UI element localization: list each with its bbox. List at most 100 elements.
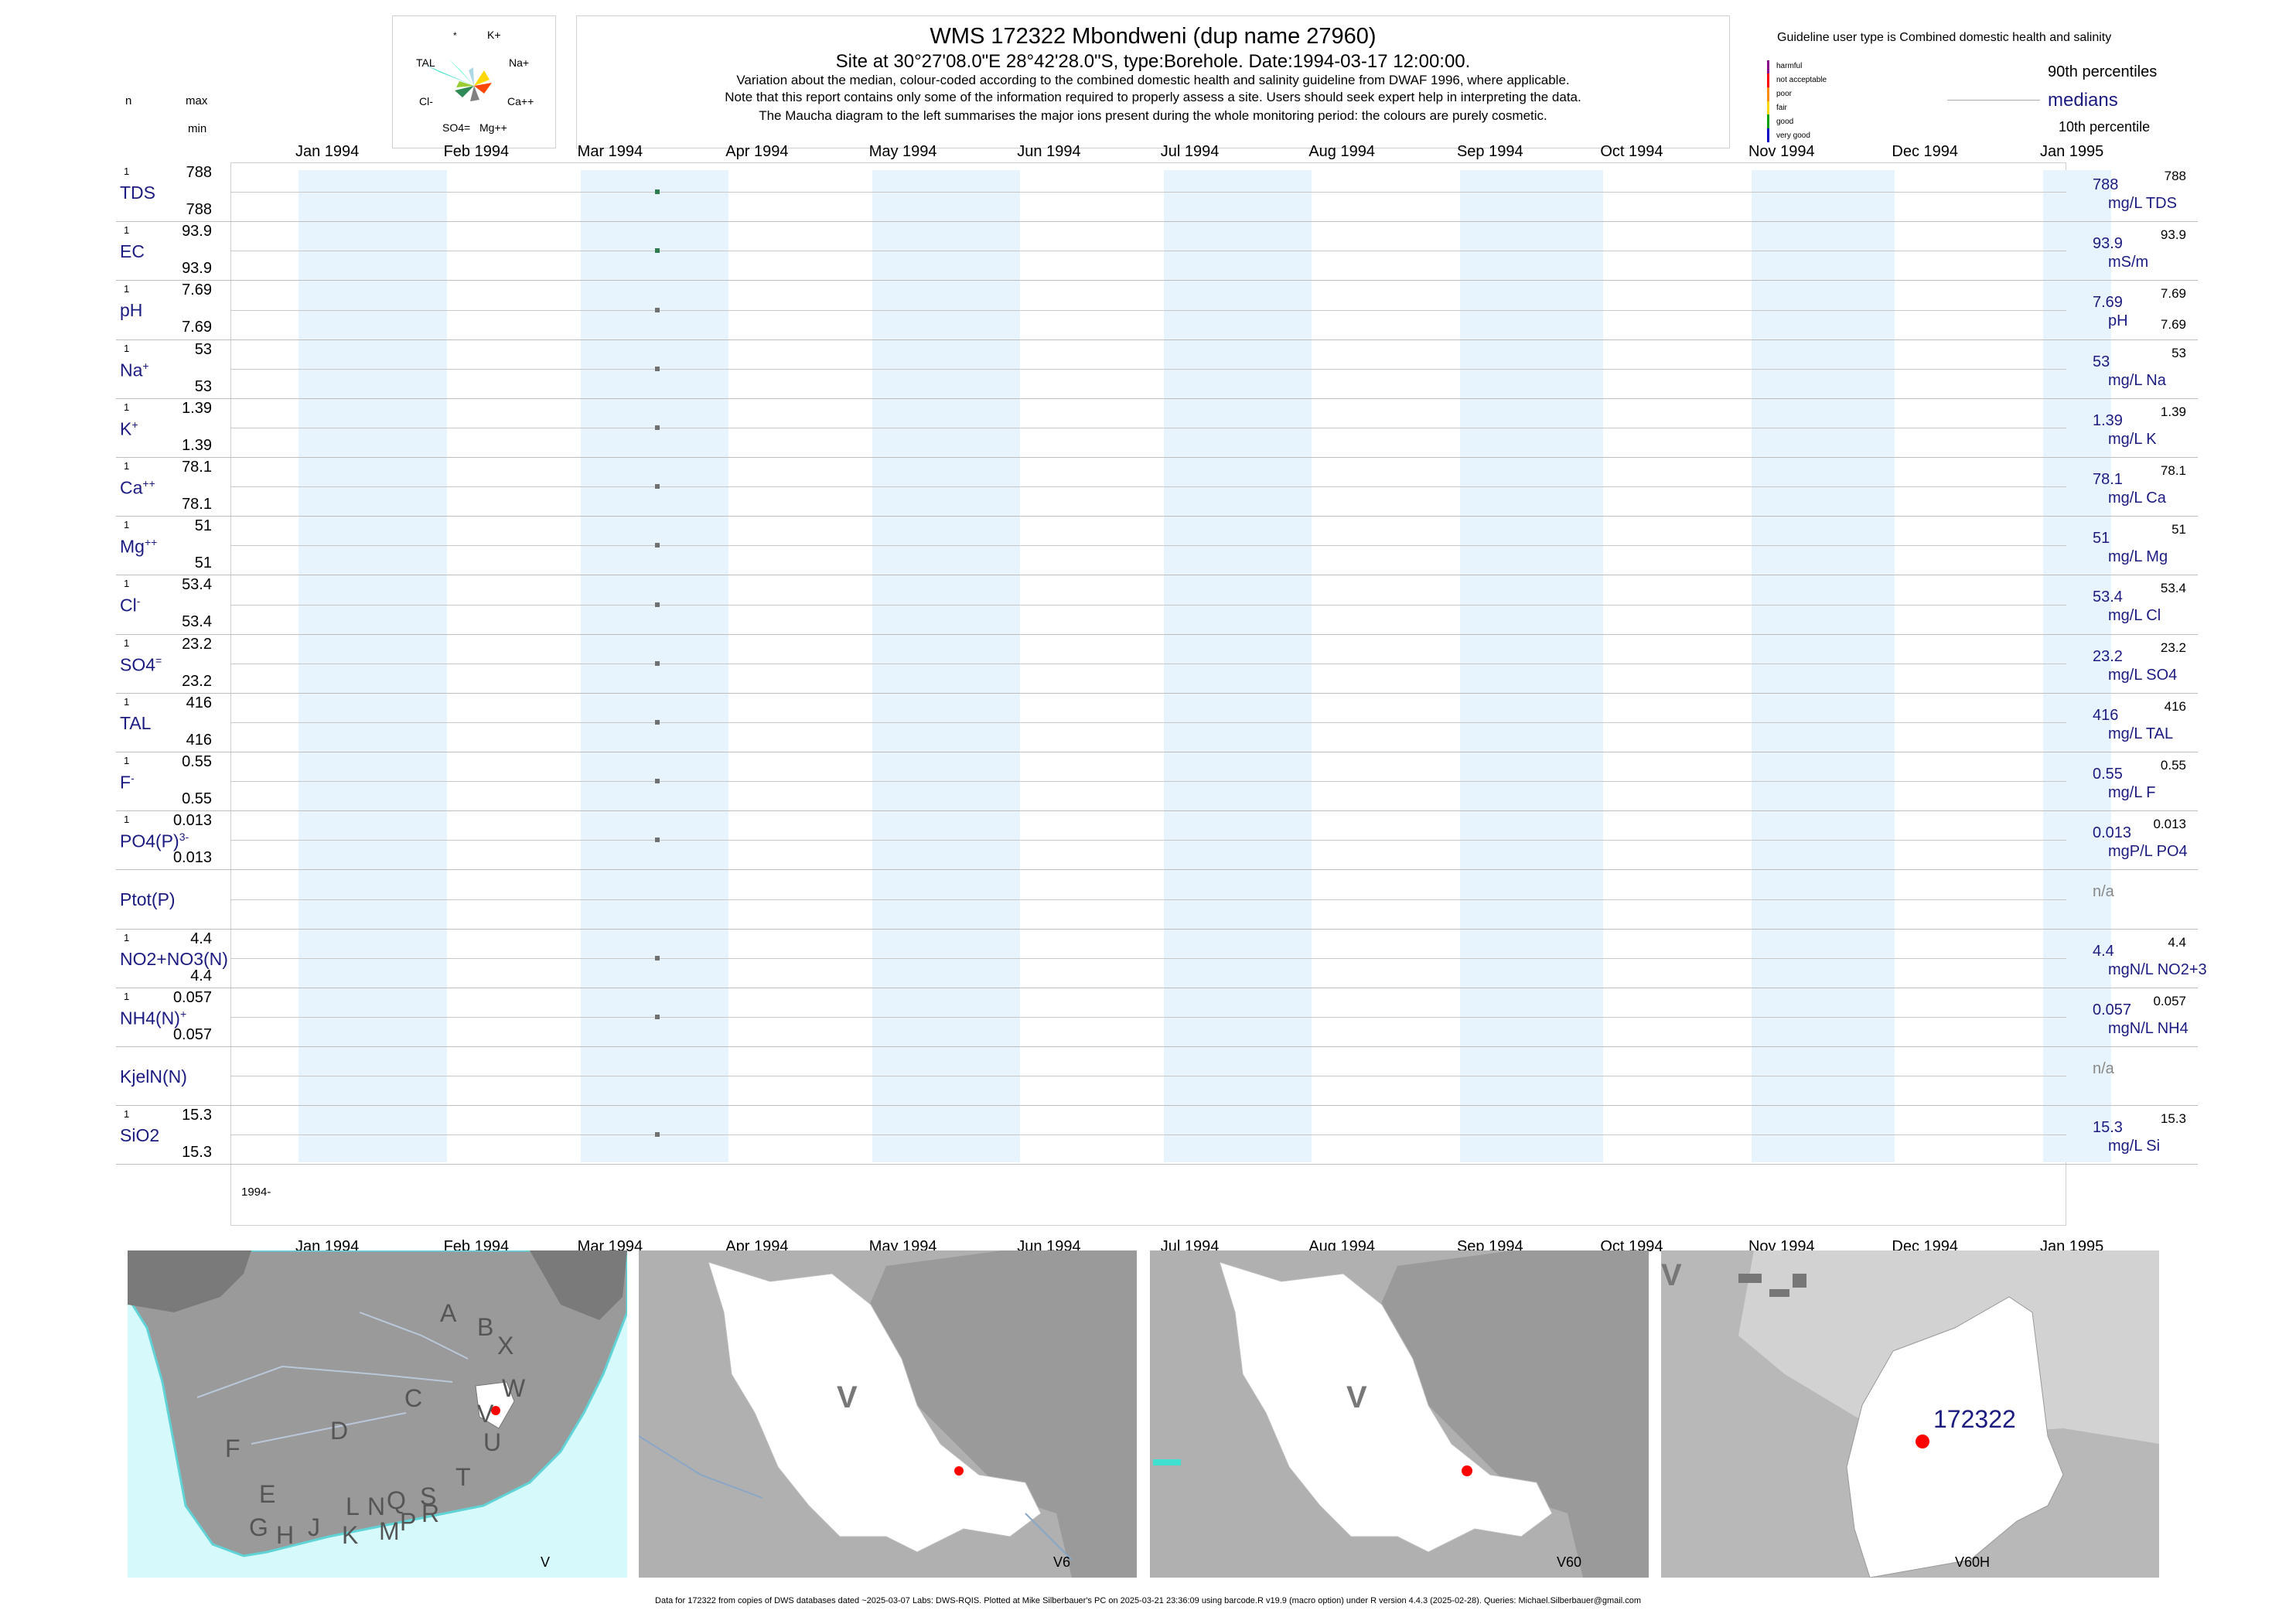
p90-value: 53.4 [2160,581,2186,596]
p90-value: 7.69 [2160,286,2186,302]
max-value: 4.4 [190,930,212,947]
map-tertiary-catchment: V V60 [1150,1250,1649,1578]
median-value: 416 [2093,706,2119,724]
data-point [654,248,660,254]
min-value: 51 [194,554,212,572]
unit-label: mg/L F [2108,784,2156,801]
maucha-star: * [453,30,457,41]
median-line [230,1016,2066,1018]
map-letter-a: A [440,1299,457,1327]
data-point [654,189,660,195]
map-quaternary-catchment: V 172322 V60H [1661,1250,2159,1578]
month-label-top: Oct 1994 [1600,143,1663,160]
month-label-top: Aug 1994 [1308,143,1375,160]
maucha-na-label: Na+ [509,56,530,69]
median-value: 4.4 [2093,942,2114,960]
legend-harmful: harmful [1776,62,1803,70]
median-value: 0.013 [2093,824,2132,842]
max-value: 416 [186,694,212,711]
max-value: 78.1 [182,459,212,476]
month-label-top: Jun 1994 [1017,143,1081,160]
map-letter-f: F [225,1435,241,1462]
data-point [654,779,660,784]
month-label-top: Apr 1994 [725,143,789,160]
variable-superscript: + [142,359,149,372]
row-separator [116,928,2198,930]
p90-value: 78.1 [2160,463,2186,478]
median-line [230,840,2066,841]
data-point [654,660,660,666]
row-separator [116,692,2198,694]
median-value: 53.4 [2093,589,2123,606]
max-value: 53.4 [182,576,212,594]
variable-name: Mg++ [120,536,158,557]
min-value: 4.4 [190,967,212,984]
map4-letter: V [1661,1258,1682,1292]
legend-fair: fair [1776,104,1787,112]
variable-name: SiO2 [120,1125,160,1146]
n-value: 1 [124,283,130,295]
median-value: 78.1 [2093,471,2123,488]
map-letter-j: J [308,1513,320,1541]
header-note-1: Variation about the median, colour-coded… [736,73,1570,87]
month-label-top: Nov 1994 [1748,143,1815,160]
max-value: 93.9 [182,223,212,241]
data-point [654,543,660,548]
map-letter-k: K [342,1521,359,1549]
map-letter-e: E [259,1480,276,1508]
map2-caption: V6 [1053,1554,1071,1570]
data-point [654,1014,660,1019]
month-band [1163,170,1312,1163]
maucha-so4-label: SO4= [442,121,471,134]
month-label-top: Feb 1994 [443,143,510,160]
min-value: 78.1 [182,496,212,513]
map-v6-shape [639,1250,1137,1578]
map1-caption: V [541,1554,551,1570]
n-value: 1 [124,460,130,472]
variable-superscript: + [179,1007,187,1020]
month-band [1459,170,1604,1163]
median-line [230,486,2066,488]
footer-credits: Data for 172322 from copies of DWS datab… [655,1596,1641,1605]
max-value: 7.69 [182,281,212,299]
map4-caption: V60H [1955,1554,1991,1570]
month-band [1751,170,1895,1163]
n-value: 1 [124,636,130,649]
map-letter-d: D [330,1417,349,1445]
unit-label: mg/L SO4 [2108,666,2178,684]
legend-good: good [1776,118,1794,126]
median-line [230,192,2066,193]
variable-name: KjelN(N) [120,1066,187,1087]
header-note-2: Note that this report contains only some… [725,90,1581,104]
min-value: 0.057 [172,1025,212,1043]
n-value: 1 [124,519,130,531]
median-line [230,899,2066,900]
variable-name: F- [120,772,135,793]
month-label-top: Sep 1994 [1456,143,1523,160]
median-value: 0.057 [2093,1001,2132,1018]
map-letter-n: N [367,1493,386,1520]
legend-p10: 10th percentile [2059,119,2151,135]
p90-value: 0.55 [2160,758,2186,773]
min-value: 93.9 [182,260,212,278]
row-separator [116,516,2198,517]
variable-name: SO4= [120,653,162,675]
median-line [230,545,2066,547]
unit-label: mg/L TAL [2108,725,2174,742]
map-letter-p: P [400,1508,417,1536]
header-box: WMS 172322 Mbondweni (dup name 27960) Si… [576,15,1730,148]
unit-label: mg/L Mg [2108,548,2168,566]
median-value: 1.39 [2093,411,2123,429]
month-band [299,170,447,1163]
data-point [654,602,660,607]
p90-value: 0.057 [2153,993,2186,1008]
guideline-legend: harmful not acceptable poor fair good ve… [1767,60,1852,142]
variable-superscript: = [155,653,162,667]
legend-median-line [1947,100,2040,101]
p90-value: 416 [2164,698,2186,714]
map3-caption: V60 [1557,1554,1582,1570]
variable-name: Ca++ [120,477,155,498]
max-value: 0.013 [172,812,212,830]
min-value: 0.013 [172,849,212,867]
unit-label: mg/L Ca [2108,490,2166,507]
